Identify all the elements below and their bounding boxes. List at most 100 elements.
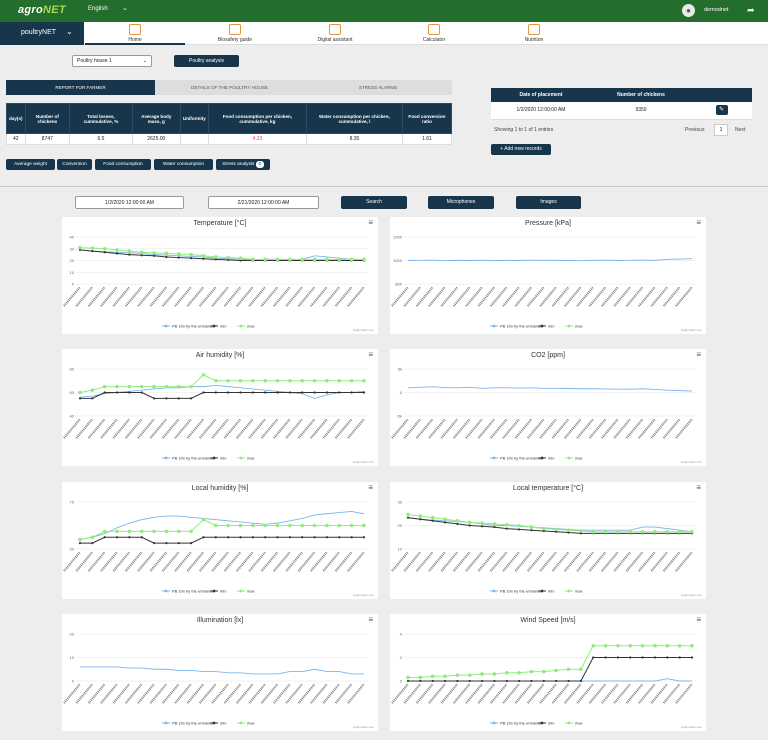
- legend-label[interactable]: PB 10x by the entrance: [172, 324, 214, 329]
- chart-credit[interactable]: Highcharts.com: [353, 593, 374, 597]
- nav-digital-assistant[interactable]: Digital assistant: [285, 22, 385, 45]
- poultry-house-select[interactable]: Poultry house 1 ⌄: [72, 55, 152, 67]
- chart-menu-icon[interactable]: ≡: [696, 350, 701, 359]
- date-to-input[interactable]: 2/21/2020 12:00:00 AM: [208, 196, 319, 209]
- legend-label[interactable]: min: [220, 721, 226, 726]
- nav-nutrition[interactable]: Nutrition: [484, 22, 584, 45]
- conversion-button[interactable]: Conversion: [57, 159, 92, 170]
- legend-label[interactable]: PB 10x by the entrance: [172, 589, 214, 594]
- legend-label[interactable]: min: [220, 589, 226, 594]
- legend-marker[interactable]: [164, 324, 168, 328]
- legend-label[interactable]: max: [247, 456, 255, 461]
- legend-marker[interactable]: [567, 721, 571, 725]
- chart-menu-icon[interactable]: ≡: [368, 218, 373, 227]
- legend-label[interactable]: min: [220, 324, 226, 329]
- legend-marker[interactable]: [212, 324, 216, 328]
- legend-marker[interactable]: [239, 324, 243, 328]
- chart-credit[interactable]: Highcharts.com: [681, 460, 702, 464]
- legend-label[interactable]: max: [575, 456, 583, 461]
- legend-label[interactable]: max: [247, 324, 255, 329]
- legend-label[interactable]: max: [575, 324, 583, 329]
- search-button[interactable]: Search: [341, 196, 407, 209]
- legend-label[interactable]: max: [575, 721, 583, 726]
- previous-page-link[interactable]: Previous: [685, 127, 705, 133]
- chart-menu-icon[interactable]: ≡: [368, 615, 373, 624]
- legend-label[interactable]: PB 10x by the entrance: [500, 589, 542, 594]
- legend-marker[interactable]: [239, 589, 243, 593]
- legend-label[interactable]: PB 10x by the entrance: [500, 324, 542, 329]
- microphones-button[interactable]: Microphones: [428, 196, 494, 209]
- edit-pencil-icon[interactable]: ✎: [715, 105, 728, 116]
- legend-marker[interactable]: [212, 456, 216, 460]
- chart-menu-icon[interactable]: ≡: [696, 218, 701, 227]
- legend-label[interactable]: max: [575, 589, 583, 594]
- legend-marker[interactable]: [212, 589, 216, 593]
- legend-marker[interactable]: [164, 589, 168, 593]
- legend-marker[interactable]: [164, 721, 168, 725]
- tab-report-for-farmer[interactable]: REPORT FOR FARMER: [6, 80, 155, 95]
- app-selector[interactable]: poultryNET ⌄: [0, 22, 84, 45]
- data-point: [505, 527, 508, 530]
- chart-menu-icon[interactable]: ≡: [696, 615, 701, 624]
- chevron-down-icon[interactable]: ⌄: [122, 5, 128, 12]
- chart-credit[interactable]: Highcharts.com: [353, 328, 374, 332]
- table-row: 1/2/2020 12:00:00 AM 9350 ✎: [491, 102, 752, 120]
- logout-icon[interactable]: ➦: [747, 5, 755, 15]
- legend-marker[interactable]: [540, 456, 544, 460]
- legend-marker[interactable]: [567, 456, 571, 460]
- legend-marker[interactable]: [567, 589, 571, 593]
- chart-credit[interactable]: Highcharts.com: [681, 725, 702, 729]
- chevron-down-icon[interactable]: ⌄: [66, 27, 73, 36]
- legend-marker[interactable]: [492, 721, 496, 725]
- legend-label[interactable]: min: [548, 589, 554, 594]
- legend-label[interactable]: PB 10x by the entrance: [172, 456, 214, 461]
- legend-marker[interactable]: [540, 721, 544, 725]
- food-consumption-button[interactable]: Food consumption: [95, 159, 151, 170]
- chart-credit[interactable]: Highcharts.com: [681, 593, 702, 597]
- water-consumption-button[interactable]: Water consumption: [154, 159, 213, 170]
- average-weight-button[interactable]: Average weight: [6, 159, 55, 170]
- chart-menu-icon[interactable]: ≡: [368, 483, 373, 492]
- legend-label[interactable]: max: [247, 721, 255, 726]
- legend-label[interactable]: min: [548, 721, 554, 726]
- legend-label[interactable]: PB 10x by the entrance: [500, 721, 542, 726]
- stress-analysis-button[interactable]: Stress analysis 0: [216, 159, 270, 170]
- tab-stress-alarms[interactable]: STRESS ALARMS: [304, 80, 452, 95]
- username[interactable]: demodnet: [704, 7, 729, 13]
- date-from-input[interactable]: 1/2/2020 12:00:00 AM: [75, 196, 184, 209]
- legend-marker[interactable]: [492, 456, 496, 460]
- legend-marker[interactable]: [239, 721, 243, 725]
- add-new-records-button[interactable]: + Add new records: [491, 144, 551, 155]
- chart-credit[interactable]: Highcharts.com: [353, 725, 374, 729]
- chart-credit[interactable]: Highcharts.com: [681, 328, 702, 332]
- nav-calculator[interactable]: Calculator: [384, 22, 484, 45]
- images-button[interactable]: Images: [516, 196, 581, 209]
- legend-marker[interactable]: [540, 589, 544, 593]
- legend-marker[interactable]: [239, 456, 243, 460]
- chart-credit[interactable]: Highcharts.com: [353, 460, 374, 464]
- legend-label[interactable]: min: [548, 324, 554, 329]
- next-page-link[interactable]: Next: [735, 127, 746, 133]
- legend-label[interactable]: PB 10x by the entrance: [172, 721, 214, 726]
- legend-marker[interactable]: [567, 324, 571, 328]
- poultry-analysis-button[interactable]: Poultry analysis: [174, 55, 239, 67]
- page-number[interactable]: 1: [714, 124, 728, 136]
- nav-home[interactable]: Home: [85, 22, 185, 45]
- legend-marker[interactable]: [212, 721, 216, 725]
- chart-menu-icon[interactable]: ≡: [696, 483, 701, 492]
- legend-label[interactable]: PB 10x by the entrance: [500, 456, 542, 461]
- nav-biosafety-guide[interactable]: Biosafety guide: [185, 22, 285, 45]
- legend-marker[interactable]: [492, 589, 496, 593]
- tab-details-poultry-house[interactable]: DETAILS OF THE POULTRY HOUSE: [155, 80, 304, 95]
- user-avatar-icon[interactable]: ●: [682, 4, 695, 17]
- agronet-logo[interactable]: agroNET: [18, 4, 66, 16]
- legend-label[interactable]: min: [548, 456, 554, 461]
- legend-label[interactable]: min: [220, 456, 226, 461]
- legend-marker[interactable]: [540, 324, 544, 328]
- language-selector[interactable]: English: [88, 6, 108, 12]
- legend-marker[interactable]: [164, 456, 168, 460]
- legend-label[interactable]: max: [247, 589, 255, 594]
- legend-marker[interactable]: [492, 324, 496, 328]
- x-tick-label: [613, 418, 632, 439]
- chart-menu-icon[interactable]: ≡: [368, 350, 373, 359]
